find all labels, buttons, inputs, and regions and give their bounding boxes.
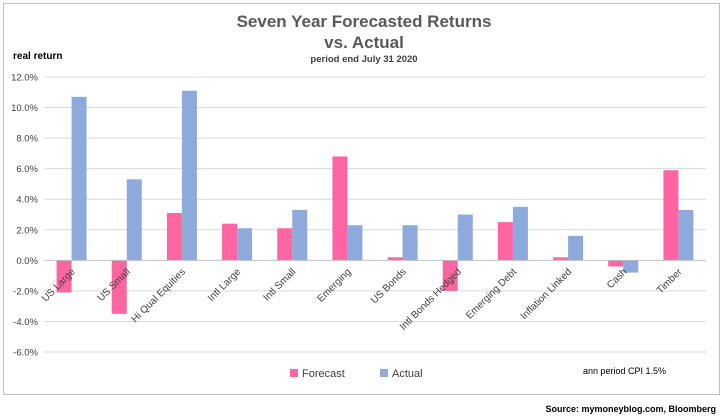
- x-category-label: Hi Qual Equities: [130, 267, 188, 325]
- chart-title-line2: vs. Actual: [324, 33, 404, 52]
- forecast-bar: [222, 223, 238, 261]
- legend-swatch-actual: [380, 369, 388, 377]
- y-axis-label: real return: [13, 51, 63, 62]
- y-tick-label: 12.0%: [11, 73, 38, 84]
- actual-bar: [402, 225, 418, 261]
- y-tick-label: 4.0%: [16, 195, 38, 206]
- forecast-bar: [166, 212, 182, 261]
- forecast-bar: [663, 170, 679, 261]
- legend-swatch-forecast: [290, 369, 298, 377]
- actual-bar: [292, 209, 308, 261]
- source-credit: Source: mymoneyblog.com, Bloomberg: [545, 404, 716, 414]
- legend-label-actual: Actual: [392, 368, 423, 380]
- forecast-bar: [56, 260, 72, 293]
- x-category-label: Emerging: [315, 267, 353, 305]
- y-tick-label: -4.0%: [13, 317, 38, 328]
- x-category-label: Timber: [655, 266, 685, 296]
- actual-bar: [347, 225, 363, 261]
- x-category-label: Intl Large: [206, 266, 244, 304]
- actual-bar: [512, 206, 528, 261]
- y-tick-label: 8.0%: [16, 134, 38, 145]
- x-category-label: US Bonds: [369, 267, 409, 307]
- y-tick-label: 10.0%: [11, 103, 38, 114]
- x-category-label: Emerging Debt: [464, 267, 519, 322]
- actual-bar: [457, 214, 473, 261]
- y-tick-label: -6.0%: [13, 348, 38, 359]
- chart-subtitle: period end July 31 2020: [310, 54, 418, 65]
- y-tick-label: 6.0%: [16, 164, 38, 175]
- x-category-label: Inflation Linked: [519, 267, 574, 322]
- actual-bar: [678, 209, 694, 261]
- forecast-bar: [442, 260, 458, 291]
- forecast-bar: [497, 222, 513, 261]
- forecast-bar: [277, 228, 293, 261]
- actual-bar: [126, 179, 142, 261]
- chart-title-line1: Seven Year Forecasted Returns: [236, 12, 492, 31]
- actual-bar: [237, 228, 253, 261]
- forecast-bar: [608, 260, 624, 267]
- forecast-bar: [111, 260, 127, 314]
- y-tick-label: -2.0%: [13, 286, 38, 297]
- forecast-bar: [332, 156, 348, 261]
- y-tick-label: 0.0%: [16, 256, 38, 267]
- actual-bar: [181, 90, 197, 261]
- x-category-label: Intl Bonds Hedged: [398, 267, 464, 333]
- actual-bar: [568, 235, 584, 261]
- legend-label-forecast: Forecast: [302, 368, 345, 380]
- y-tick-label: 2.0%: [16, 225, 38, 236]
- actual-bar: [623, 260, 639, 273]
- forecast-bar: [553, 257, 569, 261]
- cpi-note: ann period CPI 1.5%: [583, 366, 667, 376]
- forecast-bar: [387, 257, 403, 261]
- actual-bar: [71, 96, 87, 261]
- x-category-label: Intl Small: [262, 267, 299, 304]
